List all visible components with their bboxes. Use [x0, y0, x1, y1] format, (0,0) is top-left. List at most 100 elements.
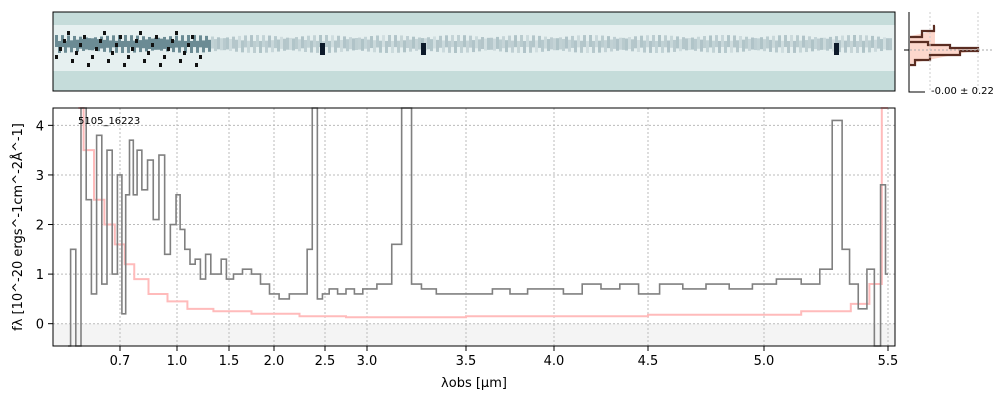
2d-trace-pixel — [352, 38, 355, 51]
2d-trace-pixel — [460, 40, 463, 53]
x-tick-label: 3.0 — [357, 354, 378, 369]
2d-trace-pixel — [76, 39, 79, 52]
2d-trace-pixel — [877, 36, 880, 49]
2d-trace-pixel — [532, 35, 535, 48]
2d-trace-pixel — [211, 36, 214, 49]
2d-trace-pixel — [325, 35, 328, 48]
2d-trace-pixel — [121, 40, 124, 53]
y-tick-label: 1 — [36, 268, 44, 283]
2d-trace-pixel — [463, 35, 466, 48]
2d-trace-pixel — [373, 40, 376, 53]
2d-trace-pixel — [508, 35, 511, 48]
2d-trace-pixel — [58, 40, 61, 53]
2d-noise-pixel — [171, 39, 174, 43]
2d-noise-pixel — [59, 47, 62, 51]
2d-trace-pixel — [886, 38, 889, 51]
2d-trace-pixel — [544, 36, 547, 49]
2d-trace-pixel — [766, 36, 769, 49]
2d-noise-pixel — [155, 35, 158, 39]
2d-trace-pixel — [601, 35, 604, 48]
2d-trace-pixel — [301, 36, 304, 49]
y-tick-label: 0 — [36, 318, 44, 333]
2d-trace-pixel — [412, 36, 415, 49]
2d-trace-pixel — [859, 35, 862, 48]
2d-trace-pixel — [190, 40, 193, 53]
2d-trace-pixel — [205, 35, 208, 48]
2d-trace-pixel — [310, 40, 313, 53]
2d-trace-pixel — [265, 40, 268, 53]
2d-trace-pixel — [439, 35, 442, 48]
2d-trace-pixel — [559, 37, 562, 50]
2d-trace-pixel — [661, 40, 664, 53]
2d-trace-pixel — [547, 39, 550, 52]
2d-trace-pixel — [592, 40, 595, 53]
2d-trace-pixel — [406, 35, 409, 48]
2d-trace-pixel — [64, 40, 67, 53]
histogram-steps — [910, 24, 980, 67]
2d-trace-pixel — [775, 40, 778, 53]
2d-trace-pixel — [715, 35, 718, 48]
2d-trace-pixel — [241, 40, 244, 53]
2d-noise-pixel — [183, 51, 186, 55]
2d-noise-pixel — [75, 51, 78, 55]
2d-trace-pixel — [685, 38, 688, 51]
2d-trace-pixel — [607, 36, 610, 49]
y-axis-label: fλ [10^-20 ergs^-1cm^-2Å^-1] — [10, 123, 26, 331]
2d-trace-pixel — [457, 35, 460, 48]
2d-trace-pixel — [79, 36, 82, 49]
2d-trace-pixel — [640, 35, 643, 48]
2d-trace-pixel — [469, 35, 472, 48]
2d-trace-pixel — [580, 40, 583, 53]
2d-trace-pixel — [70, 40, 73, 53]
2d-trace-pixel — [529, 40, 532, 53]
2d-trace-pixel — [364, 36, 367, 49]
y-tick-label: 4 — [36, 119, 44, 134]
2d-noise-pixel — [199, 55, 202, 59]
2d-frame — [52, 11, 896, 92]
2d-trace-pixel — [340, 39, 343, 52]
residual-histogram-panel — [904, 12, 992, 93]
2d-trace-pixel — [142, 36, 145, 49]
2d-trace-pixel — [178, 40, 181, 53]
2d-trace-pixel — [157, 37, 160, 50]
2d-trace-pixel — [526, 35, 529, 48]
2d-trace-pixel — [676, 36, 679, 49]
2d-noise-pixel — [71, 59, 74, 63]
x-tick-label: 2.0 — [264, 354, 285, 369]
2d-trace-pixel — [202, 40, 205, 53]
2d-trace-pixel — [577, 35, 580, 48]
2d-trace-pixel — [163, 36, 166, 49]
2d-trace-pixel — [376, 35, 379, 48]
2d-trace-pixel — [475, 36, 478, 49]
2d-trace-pixel — [724, 40, 727, 53]
2d-trace-pixel — [751, 37, 754, 50]
2d-noise-pixel — [83, 35, 86, 39]
2d-trace-pixel — [871, 35, 874, 48]
2d-trace-pixel — [787, 40, 790, 53]
2d-trace-pixel — [634, 36, 637, 49]
2d-trace-pixel — [502, 36, 505, 49]
2d-trace-pixel — [124, 35, 127, 48]
2d-trace-pixel — [91, 38, 94, 51]
2d-trace-pixel — [616, 38, 619, 51]
2d-trace-pixel — [127, 40, 130, 53]
2d-trace-pixel — [865, 35, 868, 48]
2d-trace-pixel — [649, 40, 652, 53]
2d-trace-pixel — [856, 40, 859, 53]
2d-trace-pixel — [769, 39, 772, 52]
2d-trace-pixel — [802, 35, 805, 48]
2d-trace-pixel — [430, 39, 433, 52]
2d-trace-pixel — [799, 40, 802, 53]
2d-trace-pixel — [562, 39, 565, 52]
2d-trace-pixel — [394, 35, 397, 48]
2d-trace-pixel — [805, 40, 808, 53]
flux-series-line — [68, 107, 888, 347]
2d-trace-pixel — [415, 38, 418, 51]
2d-trace-pixel — [247, 40, 250, 53]
1d-spectrum-panel: 0.7 1.0 1.5 2.0 2.5 3.0 3.5 4.0 4.5 5.0 5.5 0 1 2 3 4 — [36, 107, 898, 369]
2d-trace-pixel — [688, 38, 691, 51]
2d-trace-pixel — [691, 37, 694, 50]
2d-emission-blob — [320, 43, 325, 55]
2d-trace-pixel — [835, 36, 838, 49]
2d-trace-pixel — [298, 39, 301, 52]
